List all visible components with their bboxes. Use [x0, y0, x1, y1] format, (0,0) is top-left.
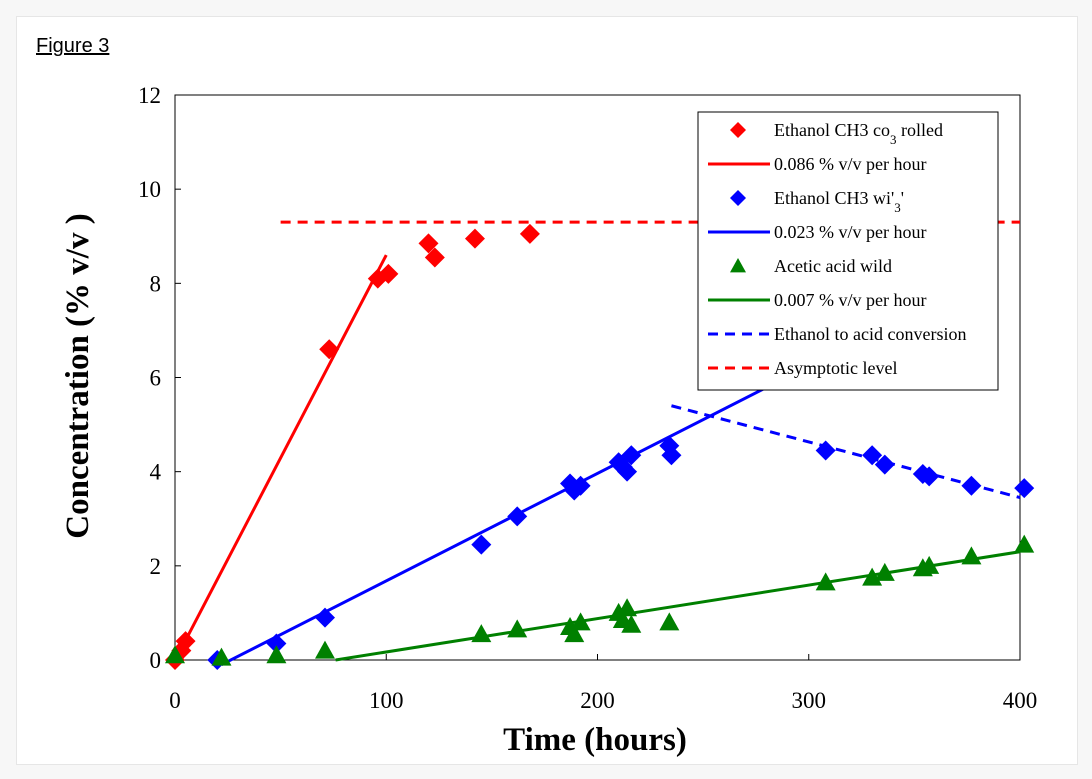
data-point-triangle: [815, 572, 836, 591]
data-point-diamond: [919, 466, 940, 487]
y-tick-label: 8: [150, 271, 162, 296]
y-tick-label: 2: [150, 554, 162, 579]
data-point-diamond: [862, 445, 883, 466]
legend-symbol: [730, 122, 746, 138]
y-axis-title: Concentration (% v/v ): [60, 213, 96, 538]
y-tick-label: 4: [150, 460, 162, 485]
x-tick-label: 300: [792, 688, 827, 713]
series-line: [671, 404, 1021, 500]
data-point-diamond: [314, 607, 335, 628]
legend-label: Ethanol CH3 co3 rolled: [774, 120, 943, 147]
data-point-diamond: [319, 339, 340, 360]
series-line: [171, 254, 388, 666]
data-point-diamond: [617, 461, 638, 482]
data-point-diamond: [874, 454, 895, 475]
data-point-diamond: [570, 475, 591, 496]
legend-label: 0.023 % v/v per hour: [774, 222, 926, 242]
y-tick-label: 0: [150, 648, 162, 673]
data-point-diamond: [1014, 478, 1035, 499]
data-point-triangle: [165, 645, 185, 664]
x-tick-label: 0: [169, 688, 181, 713]
legend-box: [697, 111, 999, 391]
data-point-triangle: [862, 567, 883, 586]
legend-symbol: [730, 258, 746, 273]
data-point-triangle: [564, 624, 585, 643]
data-point-diamond: [815, 440, 836, 461]
y-tick-label: 10: [138, 177, 161, 202]
data-point-diamond: [378, 263, 399, 284]
data-point-triangle: [617, 598, 638, 617]
data-point-triangle: [471, 624, 492, 643]
data-point-triangle: [919, 555, 940, 574]
data-point-diamond: [266, 633, 287, 654]
data-point-diamond: [507, 506, 528, 527]
legend-label: Ethanol to acid conversion: [774, 324, 966, 344]
figure-label: Figure 3: [36, 35, 110, 57]
data-point-diamond: [418, 233, 439, 254]
data-point-diamond: [464, 228, 485, 249]
x-axis-title: Time (hours): [503, 722, 687, 758]
data-point-triangle: [874, 562, 895, 581]
data-point-diamond: [661, 445, 682, 466]
data-point-diamond: [175, 631, 196, 652]
legend-label: Ethanol CH3 wi'3': [774, 188, 904, 215]
x-tick-label: 200: [580, 688, 615, 713]
data-point-triangle: [570, 612, 591, 631]
data-point-triangle: [659, 612, 680, 631]
legend-label: 0.086 % v/v per hour: [774, 154, 926, 174]
data-point-triangle: [507, 619, 528, 638]
legend-symbol: [730, 190, 746, 206]
data-point-diamond: [471, 534, 492, 555]
data-point-triangle: [621, 614, 642, 633]
data-point-diamond: [621, 445, 642, 466]
y-tick-label: 12: [138, 83, 161, 108]
series-line: [335, 550, 1021, 662]
legend-label: 0.007 % v/v per hour: [774, 290, 926, 310]
data-point-triangle: [961, 546, 982, 565]
data-point-diamond: [519, 223, 540, 244]
data-point-triangle: [1014, 534, 1035, 553]
data-point-triangle: [211, 647, 232, 666]
x-tick-label: 100: [369, 688, 404, 713]
y-tick-label: 6: [150, 366, 162, 391]
legend-label: Asymptotic level: [774, 358, 897, 378]
data-point-triangle: [266, 645, 287, 664]
legend-label: Acetic acid wild: [774, 256, 892, 276]
x-tick-label: 400: [1003, 688, 1038, 713]
data-point-triangle: [314, 640, 335, 659]
data-point-diamond: [424, 247, 445, 268]
data-point-diamond: [961, 475, 982, 496]
